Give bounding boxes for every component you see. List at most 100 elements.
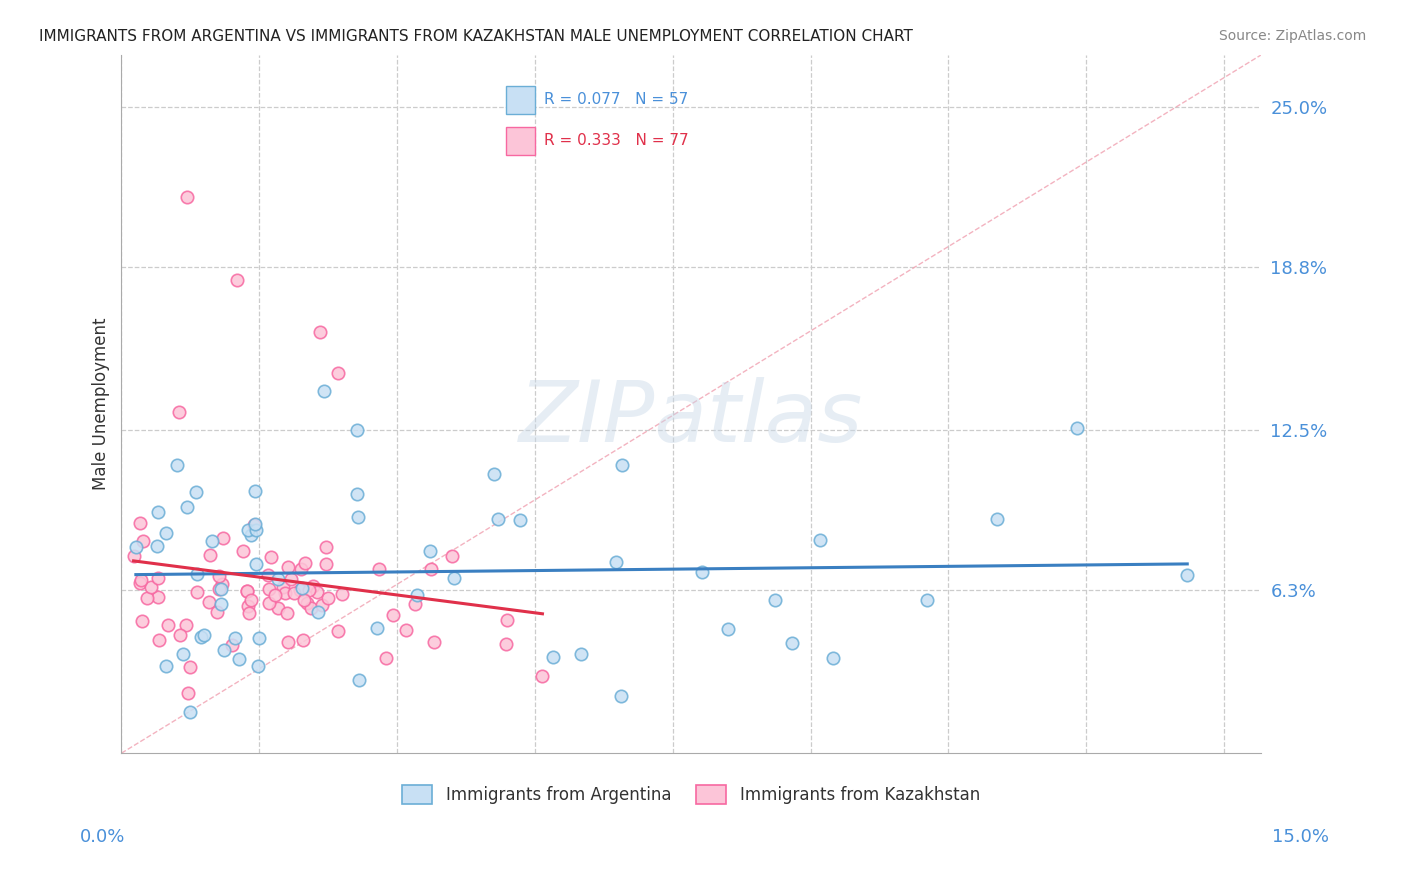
Point [298,582,321,597]
Point [277,559,299,574]
Point [131,614,153,628]
Point [328,624,350,638]
Point [496,613,519,627]
Point [605,556,627,570]
Point [259,550,281,565]
Point [245,523,267,537]
Point [419,562,441,576]
Point [328,366,350,380]
Point [129,575,152,590]
Point [179,660,201,674]
Point [211,576,233,591]
Text: Source: ZipAtlas.com: Source: ZipAtlas.com [1219,29,1367,43]
Point [495,637,517,651]
Point [780,635,803,649]
Point [166,458,188,472]
Point [312,384,335,399]
Point [179,706,201,720]
Point [283,586,305,600]
Point [419,544,441,558]
Point [509,513,531,527]
Point [198,595,221,609]
Point [155,526,177,541]
Point [186,566,208,581]
Point [406,588,429,602]
Point [247,659,270,673]
Point [243,484,266,499]
Point [1175,568,1198,582]
Point [148,632,170,647]
Point [404,597,426,611]
Point [193,628,215,642]
Point [277,635,299,649]
Point [176,500,198,514]
Point [808,533,831,547]
Point [374,651,396,665]
Point [257,582,280,597]
Point [307,605,329,619]
Point [243,518,266,533]
Point [172,647,194,661]
Point [136,591,159,606]
Point [295,596,318,610]
Point [541,650,564,665]
Y-axis label: Male Unemployment: Male Unemployment [93,318,110,491]
Point [486,512,509,526]
Point [239,528,262,542]
Point [1066,421,1088,435]
Point [915,593,938,607]
Point [190,630,212,644]
Point [280,572,302,586]
Point [205,605,228,619]
Point [717,622,740,636]
Point [288,582,311,597]
Point [346,487,368,501]
Point [257,596,280,610]
Point [291,581,314,595]
Point [311,598,333,612]
Point [132,534,155,549]
Point [239,592,262,607]
Point [271,580,294,594]
Point [238,607,260,621]
Point [174,617,197,632]
Point [423,634,446,648]
Point [367,562,389,576]
Point [245,557,267,571]
Point [382,607,405,622]
Point [186,585,208,599]
Point [236,583,259,598]
Point [443,571,465,585]
Point [236,599,259,614]
Point [690,565,713,579]
Point [201,533,224,548]
Point [821,650,844,665]
Point [238,523,260,537]
Point [169,627,191,641]
Point [531,668,554,682]
Point [155,658,177,673]
Point [299,601,322,615]
Point [610,458,633,473]
Point [571,647,593,661]
Point [366,621,388,635]
Point [290,562,312,576]
Point [208,582,231,596]
Point [274,586,297,600]
Point [156,618,179,632]
Point [221,639,243,653]
Point [346,423,368,437]
Text: IMMIGRANTS FROM ARGENTINA VS IMMIGRANTS FROM KAZAKHSTAN MALE UNEMPLOYMENT CORREL: IMMIGRANTS FROM ARGENTINA VS IMMIGRANTS … [39,29,914,44]
Point [169,405,191,419]
Point [347,510,370,524]
Point [347,673,370,687]
Point [209,582,232,596]
Point [122,549,145,563]
Legend: Immigrants from Argentina, Immigrants from Kazakhstan: Immigrants from Argentina, Immigrants fr… [395,779,987,811]
Point [145,540,167,554]
Point [176,190,198,204]
Point [309,325,332,339]
Point [441,549,464,563]
Text: 0.0%: 0.0% [80,828,125,846]
Point [148,591,170,605]
